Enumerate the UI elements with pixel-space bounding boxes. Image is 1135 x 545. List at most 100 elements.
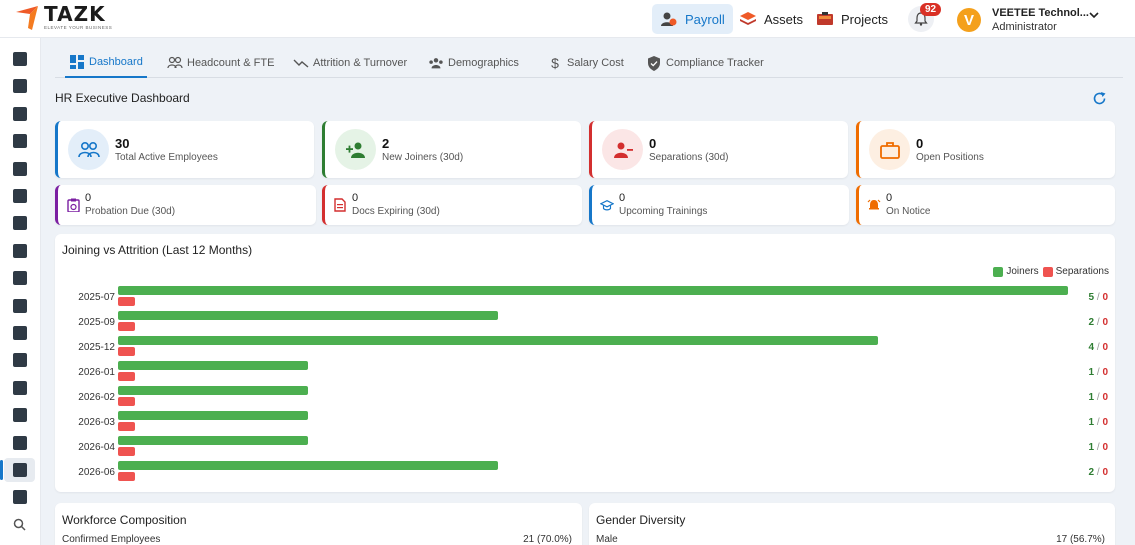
tab-compliance[interactable]: Compliance Tracker [642,48,768,78]
row-label: Male [596,534,618,545]
bar-joiners[interactable] [118,361,308,370]
sidebar-item-6[interactable] [4,184,35,208]
mini-card-probation-due[interactable]: 0 Probation Due (30d) [55,185,316,225]
kpi-value: 0 [916,136,924,151]
data-label: 2 / 0 [1089,467,1109,478]
row-label: Confirmed Employees [62,534,161,545]
bar-joiners[interactable] [118,436,308,445]
bar-separations[interactable] [118,422,135,431]
sidebar-item-8[interactable] [4,239,35,263]
mini-label: Probation Due (30d) [85,206,176,217]
legend-item-joiners[interactable]: Joiners [993,266,1039,277]
chart-plot: 2025-07 5 / 0 2025-09 2 / 0 2025-12 4 / 0 2026… [78,286,1109,481]
sidebar-item-10[interactable] [4,294,35,318]
data-label: 1 / 0 [1089,367,1109,378]
tab-salary-cost[interactable]: $ Salary Cost [543,48,628,78]
mini-value: 0 [85,192,92,204]
sidebar-item-14[interactable] [4,403,35,427]
menu-module-icon [12,106,27,121]
kpi-card-new-joiners[interactable]: 2 New Joiners (30d) [322,121,581,178]
sidebar-item-9[interactable] [4,266,35,290]
bar-separations[interactable] [118,347,135,356]
sidebar-item-2[interactable] [4,74,35,98]
sidebar-item-13[interactable] [4,376,35,400]
chevron-down-icon[interactable] [1088,9,1100,21]
kpi-label: New Joiners (30d) [382,152,464,163]
bar-joiners[interactable] [118,461,498,470]
sidebar-item-18[interactable] [4,513,35,537]
bar-separations[interactable] [118,322,135,331]
menu-module-icon [12,243,27,258]
bar-separations[interactable] [118,447,135,456]
sidebar-item-3[interactable] [4,102,35,126]
data-label: 4 / 0 [1089,342,1109,353]
mini-card-on-notice[interactable]: 0 On Notice [856,185,1115,225]
sidebar-item-15[interactable] [4,431,35,455]
user-name[interactable]: VEETEE Technol... [992,7,1089,19]
bar-joiners[interactable] [118,311,498,320]
bar-joiners[interactable] [118,336,878,345]
tab-dashboard-label: Dashboard [89,56,143,68]
menu-module-icon [12,408,27,423]
brand-logo[interactable]: TAZK ELEVATE YOUR BUSINESS [14,4,112,32]
sidebar-item-17[interactable] [4,485,35,509]
kpi-card-separations[interactable]: 0 Separations (30d) [589,121,848,178]
topnav-payroll[interactable]: Payroll [652,4,733,34]
y-tick-label: 2026-06 [78,467,115,478]
bar-joiners[interactable] [118,411,308,420]
refresh-icon[interactable] [1092,91,1107,106]
user-role: Administrator [992,21,1057,33]
tab-headcount[interactable]: Headcount & FTE [163,48,278,78]
bar-separations[interactable] [118,397,135,406]
sidebar-item-11[interactable] [4,321,35,345]
sidebar-item-5[interactable] [4,157,35,181]
mini-value: 0 [352,192,359,204]
search-icon [13,518,27,532]
mini-label: On Notice [886,206,931,217]
tab-bar: Dashboard Headcount & FTE Attrition & Tu… [55,48,1123,78]
bar-separations[interactable] [118,297,135,306]
tab-salary-cost-label: Salary Cost [567,57,624,69]
data-label: 1 / 0 [1089,392,1109,403]
kpi-label: Separations (30d) [649,152,729,163]
tab-dashboard[interactable]: Dashboard [65,48,147,78]
sidebar-item-1[interactable] [4,47,35,71]
clipboard-icon [66,198,80,212]
tab-demographics[interactable]: Demographics [424,48,523,78]
topnav-assets[interactable]: Assets [731,4,811,34]
mini-card-docs-expiring[interactable]: 0 Docs Expiring (30d) [322,185,582,225]
tab-attrition[interactable]: Attrition & Turnover [289,48,411,78]
bar-separations[interactable] [118,372,135,381]
menu-module-icon [12,161,27,176]
kpi-label: Total Active Employees [115,152,218,163]
chart-legend: Joiners Separations [989,266,1109,277]
chart-title: Joining vs Attrition (Last 12 Months) [62,243,253,257]
mini-label: Upcoming Trainings [619,206,708,217]
mini-label: Docs Expiring (30d) [352,206,440,217]
bar-joiners[interactable] [118,386,308,395]
sidebar-item-16[interactable] [0,458,35,482]
sidebar-item-4[interactable] [4,129,35,153]
data-label: 1 / 0 [1089,417,1109,428]
data-label: 5 / 0 [1089,292,1109,303]
sidebar-item-7[interactable] [4,211,35,235]
topnav-payroll-label: Payroll [685,11,725,27]
y-tick-label: 2026-02 [78,392,115,403]
menu-module-icon [12,326,27,340]
menu-module-icon [12,216,27,231]
mini-card-upcoming-trainings[interactable]: 0 Upcoming Trainings [589,185,849,225]
people-icon [167,56,183,70]
sidebar-item-12[interactable] [4,348,35,372]
menu-module-icon [12,189,27,203]
kpi-card-total-employees[interactable]: 30 Total Active Employees [55,121,314,178]
top-bar: TAZK ELEVATE YOUR BUSINESS Payroll Asset… [0,0,1135,38]
bar-joiners[interactable] [118,286,1068,295]
kpi-value: 30 [115,136,130,151]
topnav-projects[interactable]: Projects [808,4,896,34]
legend-item-separations[interactable]: Separations [1042,266,1109,277]
user-remove-icon [613,142,633,158]
kpi-card-open-positions[interactable]: 0 Open Positions [856,121,1115,178]
bar-separations[interactable] [118,472,135,481]
avatar[interactable]: V [957,8,981,32]
document-icon [333,198,347,212]
